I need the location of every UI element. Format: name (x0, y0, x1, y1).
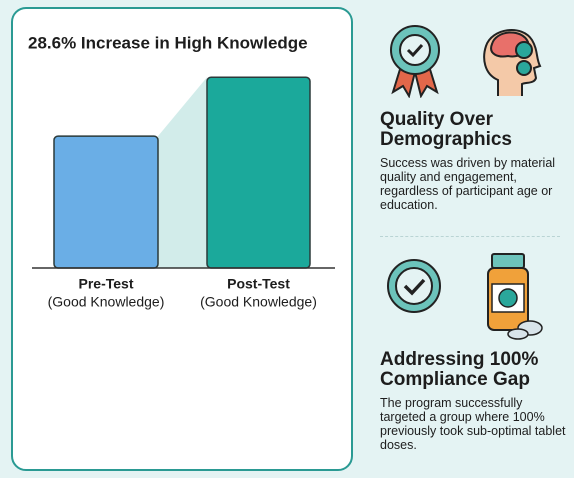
panel-heading: Quality Over Demographics (380, 110, 570, 150)
x-tick-label: Pre-Test (79, 276, 134, 292)
brain-icon (478, 22, 548, 98)
chart-card: 28.6% Increase in High Knowledge Pre-Tes… (0, 0, 360, 478)
x-tick-sublabel: (Good Knowledge) (48, 294, 165, 310)
panel: Quality Over Demographics Success was dr… (380, 110, 570, 212)
pill-bottle-icon (482, 252, 548, 340)
panel-heading: Addressing 100% Compliance Gap (380, 350, 570, 390)
panel-body: The program successfully targeted a grou… (380, 396, 570, 452)
x-tick-label: Post-Test (227, 276, 290, 292)
x-tick-sublabel: (Good Knowledge) (200, 294, 317, 310)
panel-body: Success was driven by material quality a… (380, 156, 570, 212)
chart-title: 28.6% Increase in High Knowledge (28, 33, 308, 52)
divider (380, 236, 560, 237)
page: 28.6% Increase in High Knowledge Pre-Tes… (0, 0, 574, 478)
panel: Addressing 100% Compliance Gap The progr… (380, 350, 570, 452)
check-icon (384, 256, 444, 316)
award-icon (385, 22, 445, 98)
bar (207, 77, 310, 268)
bar (54, 136, 158, 268)
